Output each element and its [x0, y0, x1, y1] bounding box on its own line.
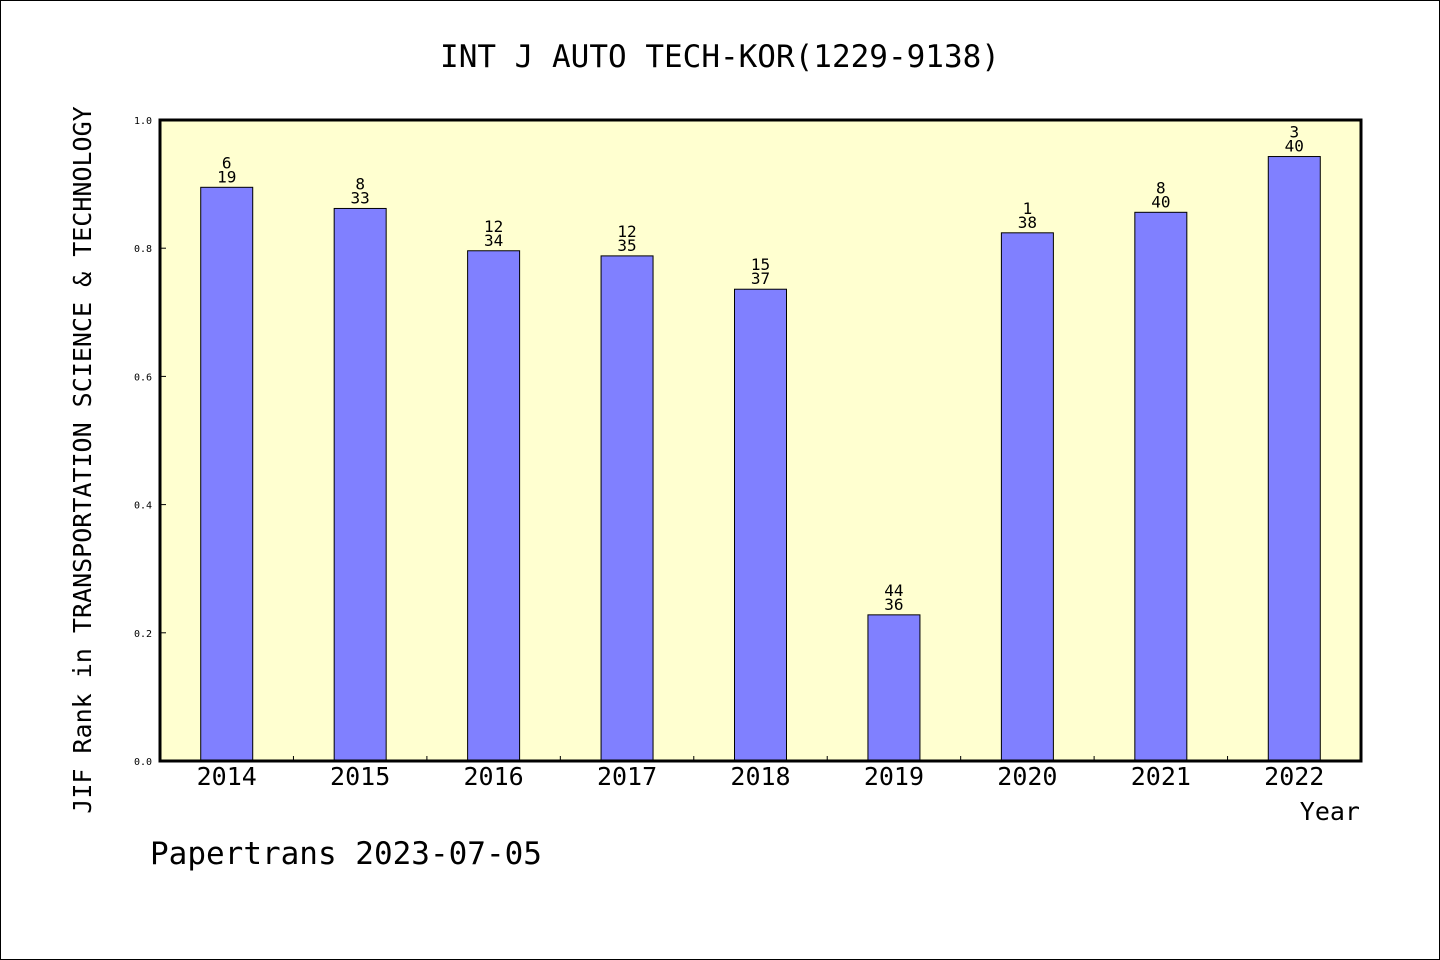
bar-total-label: 34 [484, 231, 503, 250]
bar-total-label: 19 [217, 167, 236, 186]
bar-2017 [600, 255, 654, 762]
bar-rank-label: 8 [1156, 178, 1166, 197]
bar-rank-label: 12 [484, 217, 503, 236]
bar-total-label: 40 [1151, 192, 1170, 211]
bar-total-label: 35 [617, 236, 636, 255]
bar-total-label: 37 [751, 269, 770, 288]
y-tick-label: 0.4 [134, 501, 152, 512]
bar-total-label: 38 [1018, 213, 1037, 232]
x-tick-label: 2019 [864, 762, 924, 791]
bar-2019 [867, 614, 921, 762]
bars-group [200, 156, 1321, 762]
x-tick-label: 2022 [1264, 762, 1324, 791]
y-tick-label: 1.0 [134, 116, 152, 127]
bar-rank-label: 1 [1023, 199, 1033, 218]
x-tick-label: 2018 [730, 762, 790, 791]
y-tick-label: 0.6 [134, 372, 152, 383]
plot-border [158, 118, 1363, 763]
bar-2016 [467, 250, 521, 762]
y-tick-label: 0.8 [134, 244, 152, 255]
bar-2020 [1000, 232, 1054, 762]
bar-2018 [734, 288, 787, 762]
x-axis: 2014 2015 2016 2017 2018 2019 2020 2021 2022 [197, 756, 1324, 791]
bar-rank-label: 6 [222, 153, 232, 172]
bar-total-label: 40 [1285, 137, 1304, 156]
x-tick-label: 2017 [597, 762, 657, 791]
bar-2021 [1134, 211, 1188, 762]
bar-total-label: 33 [351, 188, 370, 207]
chart-title: INT J AUTO TECH-KOR(1229-9138) [440, 39, 1000, 75]
bar-2014 [200, 186, 254, 762]
x-axis-label: Year [1300, 797, 1360, 826]
y-tick-label: 0.2 [134, 629, 152, 640]
bar-rank-label: 15 [751, 255, 770, 274]
x-tick-label: 2014 [197, 762, 257, 791]
bar-rank-label: 8 [355, 174, 365, 193]
bar-rank-label: 12 [617, 222, 636, 241]
bar-2015 [333, 207, 387, 762]
bar-2022 [1267, 156, 1321, 762]
x-tick-label: 2016 [464, 762, 524, 791]
x-tick-label: 2021 [1131, 762, 1191, 791]
bar-total-label: 36 [884, 595, 903, 614]
bar-rank-label: 3 [1289, 123, 1299, 142]
x-tick-label: 2020 [997, 762, 1057, 791]
x-tick-label: 2015 [330, 762, 390, 791]
bar-rank-label: 44 [884, 581, 903, 600]
footer-credit: Papertrans 2023-07-05 [150, 836, 542, 872]
y-axis-label: JIF Rank in TRANSPORTATION SCIENCE & TEC… [68, 106, 97, 813]
y-tick-label: 0.0 [134, 757, 152, 768]
